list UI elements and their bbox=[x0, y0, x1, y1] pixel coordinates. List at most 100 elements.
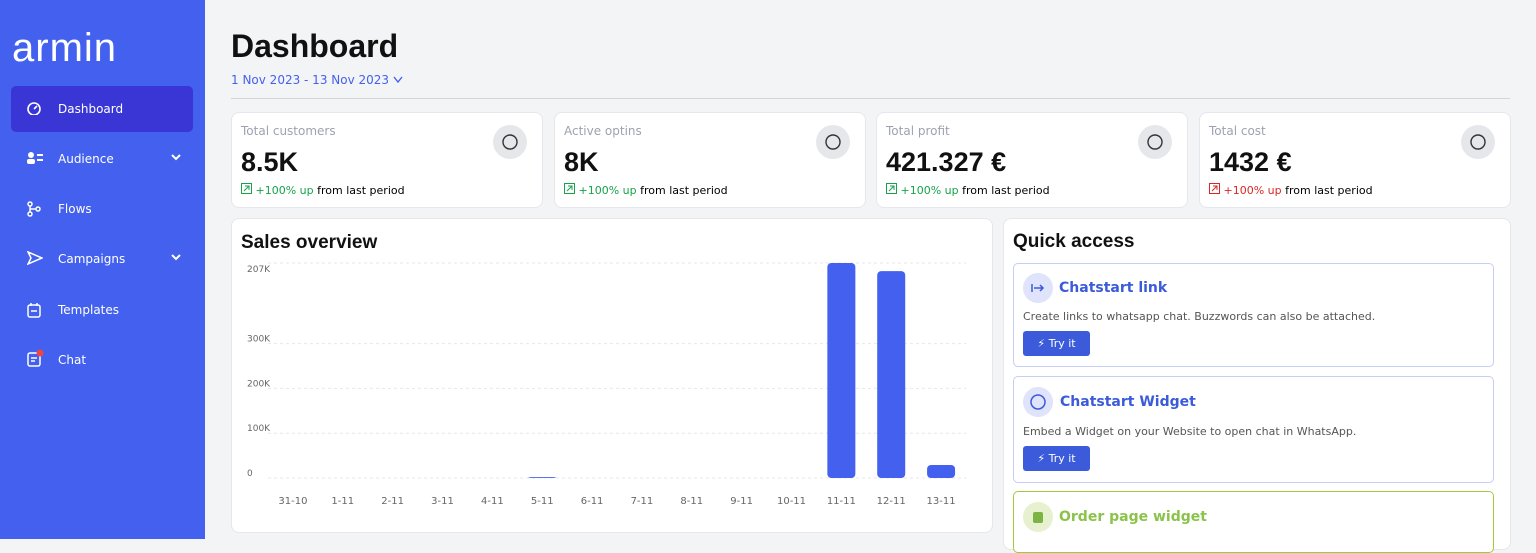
stat-icon bbox=[1461, 125, 1495, 159]
sidebar: armin Dashboard Audience Flows Campaigns… bbox=[0, 0, 205, 539]
stat-card bbox=[554, 112, 866, 208]
nav-item[interactable]: Flows bbox=[11, 186, 193, 232]
stat-label: Active optins bbox=[564, 124, 642, 138]
x-tick-label: 1-11 bbox=[331, 496, 354, 507]
x-tick-label: 31-10 bbox=[278, 496, 307, 507]
stat-label: Total customers bbox=[241, 124, 336, 138]
quick-title: Chatstart link bbox=[1059, 280, 1168, 296]
x-tick-label: 4-11 bbox=[481, 496, 504, 507]
quick-item bbox=[1013, 263, 1494, 367]
x-tick-label: 7-11 bbox=[631, 496, 654, 507]
quick-description: Create links to whatsapp chat. Buzzwords… bbox=[1023, 310, 1376, 323]
stat-change: +100% up bbox=[255, 184, 314, 197]
stat-change: +100% up bbox=[1223, 184, 1282, 197]
stat-icon bbox=[1138, 125, 1172, 159]
try-button[interactable]: ⚡ Try it bbox=[1023, 446, 1090, 471]
card-title: Quick access bbox=[1013, 231, 1135, 252]
nav-label: Dashboard bbox=[58, 102, 124, 116]
stat-change-row: +100% up from last period bbox=[241, 183, 405, 197]
icon bbox=[1023, 387, 1053, 417]
button-label: Try it bbox=[1048, 452, 1076, 465]
icon bbox=[27, 251, 43, 265]
stat-label: Total profit bbox=[886, 124, 950, 138]
x-tick-label: 5-11 bbox=[531, 496, 554, 507]
x-tick-label: 13-11 bbox=[927, 496, 956, 507]
quick-item bbox=[1013, 376, 1494, 483]
stat-suffix: from last period bbox=[640, 184, 728, 197]
date-range-text: 1 Nov 2023 - 13 Nov 2023 bbox=[231, 73, 390, 87]
icon bbox=[27, 152, 43, 164]
stat-card bbox=[1199, 112, 1511, 208]
x-tick-label: 2-11 bbox=[381, 496, 404, 507]
stat-icon bbox=[493, 125, 527, 159]
x-tick-label: 11-11 bbox=[827, 496, 856, 507]
x-tick-label: 9-11 bbox=[730, 496, 753, 507]
stat-change-row: +100% up from last period bbox=[886, 183, 1050, 197]
stat-suffix: from last period bbox=[962, 184, 1050, 197]
stat-suffix: from last period bbox=[317, 184, 405, 197]
stat-value: 1432 € bbox=[1209, 147, 1292, 177]
nav-label: Templates bbox=[58, 303, 120, 317]
stat-suffix: from last period bbox=[1285, 184, 1373, 197]
y-tick-label: 0 bbox=[247, 469, 253, 479]
nav-label: Campaigns bbox=[58, 252, 126, 266]
chart: Sales overview 0 100K 200K 300K 207K 31-10 1-1… bbox=[241, 232, 966, 507]
stat-card bbox=[876, 112, 1188, 208]
icon bbox=[1023, 273, 1053, 303]
x-tick-label: 12-11 bbox=[877, 496, 906, 507]
nav-label: Audience bbox=[58, 152, 114, 166]
stat-card bbox=[231, 112, 543, 208]
chevron bbox=[171, 254, 181, 261]
nav-item[interactable]: Audience bbox=[11, 136, 193, 182]
chevron bbox=[171, 154, 181, 161]
page-title: Dashboard bbox=[231, 28, 399, 64]
divider bbox=[231, 98, 1510, 99]
y-tick-label: 200K bbox=[247, 379, 271, 389]
nav-label: Flows bbox=[58, 202, 92, 216]
trend-icon bbox=[886, 183, 897, 194]
date-range[interactable]: 1 Nov 2023 - 13 Nov 2023 bbox=[231, 73, 403, 87]
quick-title: Order page widget bbox=[1059, 509, 1207, 525]
stat-change: +100% up bbox=[900, 184, 959, 197]
icon bbox=[27, 349, 44, 367]
nav-label: Chat bbox=[58, 353, 87, 367]
sales-card bbox=[231, 218, 993, 533]
icon bbox=[27, 201, 41, 217]
stat-change: +100% up bbox=[578, 184, 637, 197]
nav-item[interactable]: Templates bbox=[11, 287, 193, 333]
stat-value: 8.5K bbox=[241, 147, 299, 177]
y-tick-label: 300K bbox=[247, 335, 271, 345]
quick-description: Embed a Widget on your Website to open c… bbox=[1023, 425, 1357, 438]
nav-item[interactable]: Campaigns bbox=[11, 236, 193, 282]
bar bbox=[827, 263, 856, 478]
x-tick-label: 6-11 bbox=[581, 496, 604, 507]
logo: armin bbox=[12, 26, 118, 70]
icon bbox=[1023, 502, 1053, 532]
trend-icon bbox=[564, 183, 575, 194]
trend-icon bbox=[1209, 183, 1220, 194]
try-button[interactable]: ⚡ Try it bbox=[1023, 331, 1090, 356]
x-tick-label: 8-11 bbox=[680, 496, 703, 507]
stat-label: Total cost bbox=[1209, 124, 1266, 138]
chart-title: Sales overview bbox=[241, 232, 377, 253]
icon bbox=[27, 303, 41, 318]
nav-item[interactable]: Chat bbox=[11, 337, 193, 383]
y-max-label: 207K bbox=[247, 265, 271, 275]
bar bbox=[877, 271, 906, 478]
stat-value: 421.327 € bbox=[886, 147, 1007, 177]
stat-icon bbox=[816, 125, 850, 159]
icon bbox=[27, 102, 41, 115]
stat-value: 8K bbox=[564, 147, 599, 177]
trend-icon bbox=[241, 183, 252, 194]
y-tick-label: 100K bbox=[247, 424, 271, 434]
stat-change-row: +100% up from last period bbox=[1209, 183, 1373, 197]
nav-item[interactable]: Dashboard bbox=[11, 86, 193, 132]
bar bbox=[927, 465, 956, 478]
button-label: Try it bbox=[1048, 337, 1076, 350]
stat-change-row: +100% up from last period bbox=[564, 183, 728, 197]
quick-title: Chatstart Widget bbox=[1060, 394, 1196, 410]
x-tick-label: 3-11 bbox=[431, 496, 454, 507]
x-tick-label: 10-11 bbox=[777, 496, 806, 507]
bar bbox=[528, 477, 557, 478]
